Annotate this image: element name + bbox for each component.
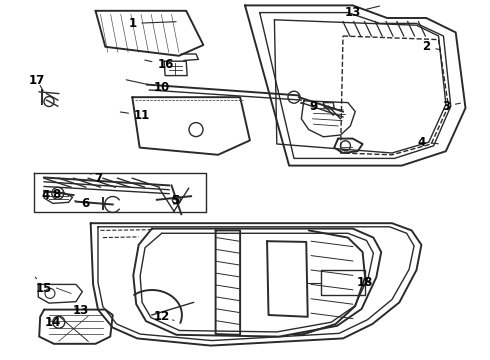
Text: 5: 5 bbox=[172, 194, 179, 207]
Text: 4: 4 bbox=[417, 136, 438, 149]
Text: 17: 17 bbox=[28, 75, 45, 87]
Text: 1: 1 bbox=[128, 17, 176, 30]
Text: 11: 11 bbox=[121, 109, 150, 122]
Text: 7: 7 bbox=[91, 172, 102, 185]
Text: 6: 6 bbox=[74, 197, 90, 210]
Text: 9: 9 bbox=[301, 100, 318, 113]
Text: 14: 14 bbox=[45, 316, 61, 329]
Text: 3: 3 bbox=[442, 100, 460, 113]
Text: 10: 10 bbox=[126, 80, 170, 94]
Text: 8: 8 bbox=[52, 188, 60, 201]
Text: 13: 13 bbox=[73, 304, 89, 317]
Text: 13: 13 bbox=[344, 6, 379, 19]
Text: 2: 2 bbox=[422, 40, 441, 53]
Text: 15: 15 bbox=[35, 277, 52, 294]
Text: 16: 16 bbox=[145, 58, 174, 71]
Text: 18: 18 bbox=[357, 276, 373, 289]
Text: 4: 4 bbox=[42, 189, 49, 202]
Text: 12: 12 bbox=[153, 310, 174, 323]
